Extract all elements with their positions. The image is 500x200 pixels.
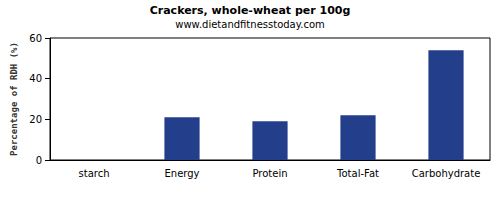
svg-text:40: 40 <box>29 73 42 84</box>
svg-text:0: 0 <box>36 155 42 166</box>
svg-text:www.dietandfitnesstoday.com: www.dietandfitnesstoday.com <box>175 19 324 30</box>
svg-text:Crackers, whole-wheat per 100g: Crackers, whole-wheat per 100g <box>150 4 351 17</box>
svg-text:Carbohydrate: Carbohydrate <box>412 168 481 179</box>
svg-text:starch: starch <box>79 168 110 179</box>
svg-text:20: 20 <box>29 114 42 125</box>
svg-text:Energy: Energy <box>164 168 199 179</box>
svg-text:Percentage of RDH (%): Percentage of RDH (%) <box>9 42 19 156</box>
svg-text:Protein: Protein <box>252 168 287 179</box>
svg-text:60: 60 <box>29 33 42 44</box>
svg-text:Total-Fat: Total-Fat <box>336 168 379 179</box>
